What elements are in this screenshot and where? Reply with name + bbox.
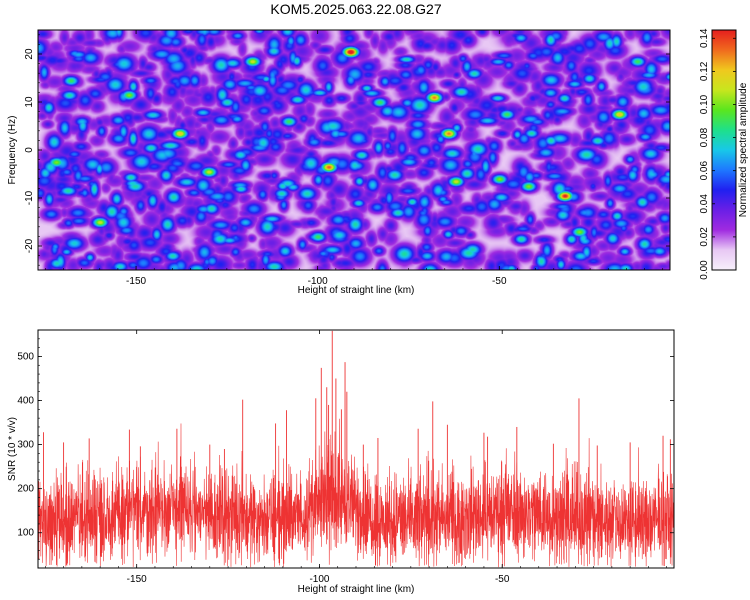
heatmap-y-tick-label: 0 [24,147,35,153]
snr-x-tick-label: -50 [495,574,510,585]
snr-y-ticks: 100 200 300 400 500 [17,338,674,560]
heatmap-image-container [38,30,670,270]
snr-y-tick-label: 200 [17,484,34,495]
colorbar-tick-label: 0.10 [699,94,710,114]
colorbar-ticks: 0.00 0.02 0.04 0.06 0.08 0.10 0.12 0.14 [699,28,736,280]
heatmap-y-ticks: -20 -10 0 10 20 [24,34,670,266]
heatmap-y-axis-label: Frequency (Hz) [7,116,18,185]
heatmap-x-tick-label: -50 [492,276,507,287]
heatmap-y-tick-label: -10 [24,190,35,205]
colorbar-ramp [712,30,736,270]
heatmap-image [38,30,670,270]
snr-x-tick-label: -150 [127,574,147,585]
snr-spikes [43,330,671,522]
snr-y-tick-label: 300 [17,440,34,451]
heatmap-x-tick-label: -100 [308,276,328,287]
colorbar-tick-label: 0.04 [699,194,710,214]
heatmap-x-tick-label: -150 [126,276,146,287]
colorbar-tick-label: 0.12 [699,61,710,81]
snr-series-line [38,418,674,568]
colorbar-tick-label: 0.02 [699,227,710,247]
snr-y-tick-label: 400 [17,396,34,407]
colorbar-frame [711,29,737,271]
heatmap-x-axis-label: Height of straight line (km) [298,285,415,296]
heatmap-x-ticks: -150 -100 -50 [44,30,664,287]
colorbar-label: Normalized spectral amplitude [738,82,749,217]
colorbar-tick-label: 0.08 [699,127,710,147]
heatmap-y-tick-label: 10 [24,96,35,108]
colorbar-tick-label: 0.00 [699,260,710,280]
snr-y-tick-label: 100 [17,528,34,539]
heatmap-y-tick-label: 20 [24,48,35,60]
snr-y-axis-label: SNR (10 * v/v) [7,417,18,481]
snr-x-ticks: -150 -100 -50 [45,330,667,585]
chart-title: KOM5.2025.063.22.08.G27 [270,1,441,17]
colorbar: 0.00 0.02 0.04 0.06 0.08 0.10 0.12 0.14 Normali… [699,28,749,280]
heatmap-y-tick-label: -20 [24,238,35,253]
colorbar-tick-label: 0.06 [699,161,710,181]
snr-x-tick-label: -100 [309,574,329,585]
snr-panel: -150 -100 -50 100 200 300 400 500 Height of st… [7,329,675,595]
snr-y-tick-label: 500 [17,351,34,362]
colorbar-tick-label: 0.14 [699,28,710,48]
snr-x-axis-label: Height of straight line (km) [298,584,415,595]
